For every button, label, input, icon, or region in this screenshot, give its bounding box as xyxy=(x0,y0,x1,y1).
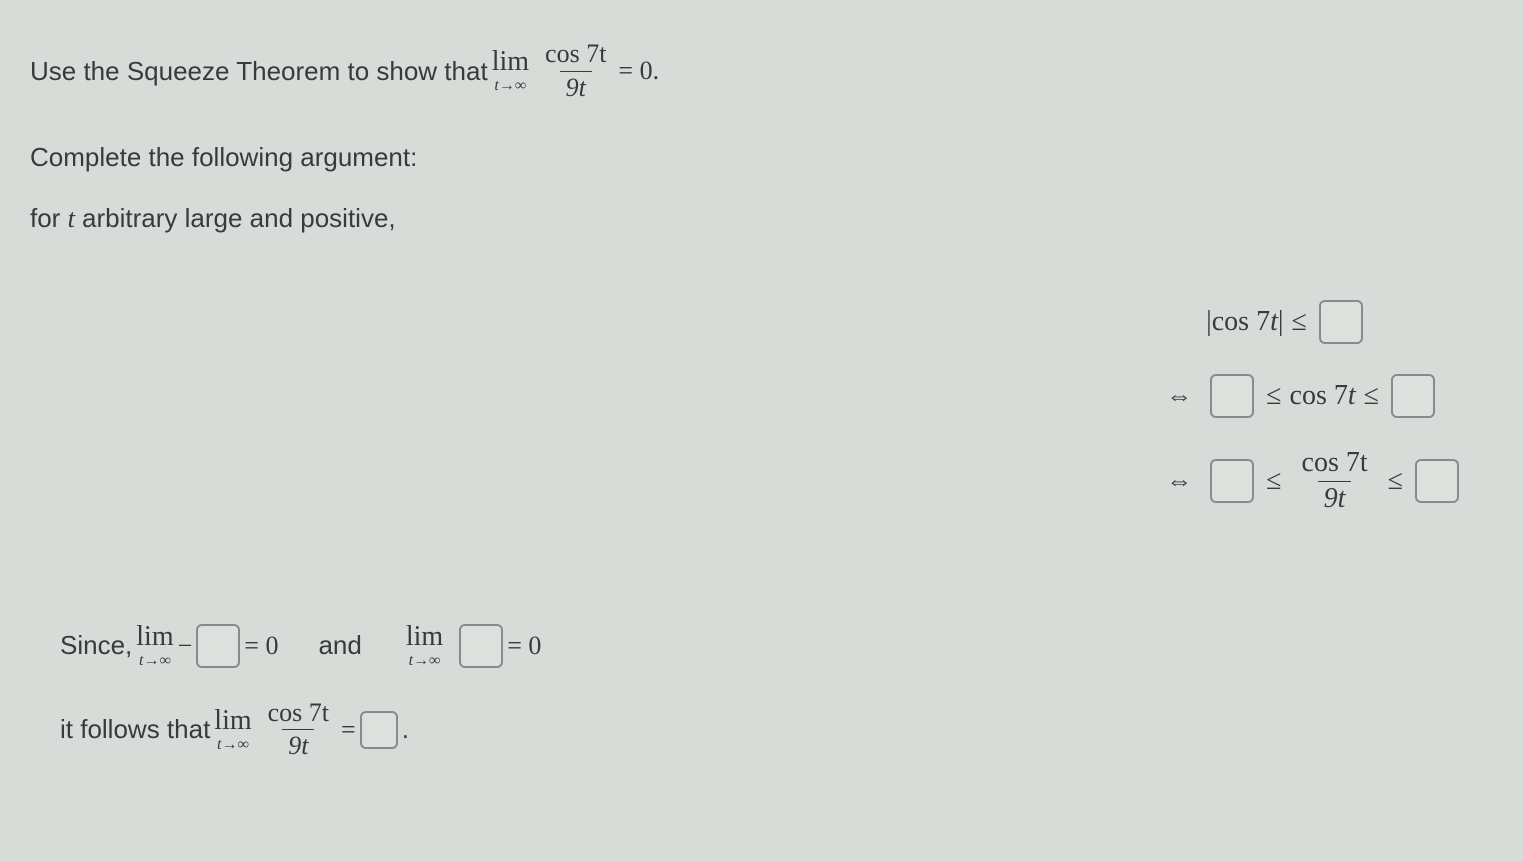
conclusion-block: Since, lim t→∞ − = 0 and lim t→∞ = 0 it … xyxy=(60,623,541,791)
fraction-numerator: cos 7t xyxy=(539,40,612,71)
eq-zero: = 0 xyxy=(507,631,541,661)
input-abs-bound[interactable] xyxy=(1319,300,1363,344)
input-lower-bound-2[interactable] xyxy=(1210,459,1254,503)
fraction-numerator: cos 7t xyxy=(262,699,335,730)
equals-sign: = xyxy=(341,715,356,745)
limit-notation: lim t→∞ xyxy=(136,623,173,669)
complete-argument-text: Complete the following argument: xyxy=(30,142,1493,173)
follows-line: it follows that lim t→∞ cos 7t 9t = . xyxy=(60,699,541,761)
inequality-line-3: ⇔ ≤ cos 7t 9t ≤ xyxy=(1164,448,1463,515)
intro-text: Use the Squeeze Theorem to show that xyxy=(30,56,488,87)
limit-label: lim xyxy=(136,623,173,651)
problem-statement: Use the Squeeze Theorem to show that lim… xyxy=(30,40,1493,102)
abs-close: | xyxy=(1278,306,1284,338)
inequality-line-1: |cos 7t | ≤ xyxy=(1164,300,1463,344)
leq-symbol: ≤ xyxy=(1388,465,1403,497)
limit-notation: lim t→∞ xyxy=(406,623,443,669)
fraction-cos-9t: cos 7t 9t xyxy=(1296,448,1374,515)
problem-page: Use the Squeeze Theorem to show that lim… xyxy=(0,0,1523,861)
minus-sign: − xyxy=(178,631,193,661)
main-fraction: cos 7t 9t xyxy=(539,40,612,102)
squeeze-inequalities: |cos 7t | ≤ ⇔ ≤ cos 7t ≤ ⇔ ≤ cos 7t 9t ≤ xyxy=(1164,300,1463,545)
leq-symbol: ≤ xyxy=(1364,380,1379,412)
fraction-denominator: 9t xyxy=(282,729,314,761)
limit-label: lim xyxy=(492,48,529,76)
inequality-line-2: ⇔ ≤ cos 7t ≤ xyxy=(1164,374,1463,418)
fraction-numerator: cos 7t xyxy=(1296,448,1374,481)
iff-arrow: ⇔ xyxy=(1164,381,1194,411)
limit-notation: lim t→∞ xyxy=(492,48,529,94)
limit-label: lim xyxy=(214,707,251,735)
iff-arrow: ⇔ xyxy=(1164,466,1194,496)
limit-subscript: t→∞ xyxy=(409,653,441,669)
cos-expr: cos 7 xyxy=(1290,380,1348,412)
input-lower-bound-1[interactable] xyxy=(1210,374,1254,418)
limit-subscript: t→∞ xyxy=(139,653,171,669)
input-limit-upper[interactable] xyxy=(459,624,503,668)
t-var: t xyxy=(1348,380,1356,412)
limit-notation: lim t→∞ xyxy=(214,707,251,753)
fraction-denominator: 9t xyxy=(1318,481,1352,515)
period: . xyxy=(402,714,409,745)
follows-label: it follows that xyxy=(60,714,210,745)
input-upper-bound-2[interactable] xyxy=(1415,459,1459,503)
t-var: t xyxy=(1270,306,1278,338)
since-line: Since, lim t→∞ − = 0 and lim t→∞ = 0 xyxy=(60,623,541,669)
leq-symbol: ≤ xyxy=(1291,306,1306,338)
leq-symbol: ≤ xyxy=(1266,380,1281,412)
limit-label: lim xyxy=(406,623,443,651)
and-label: and xyxy=(318,630,361,661)
since-label: Since, xyxy=(60,630,132,661)
leq-symbol: ≤ xyxy=(1266,465,1281,497)
fraction-denominator: 9t xyxy=(560,71,592,103)
limit-subscript: t→∞ xyxy=(217,737,249,753)
fraction-cos-9t: cos 7t 9t xyxy=(262,699,335,761)
limit-subscript: t→∞ xyxy=(494,78,526,94)
for-t-text: for t arbitrary large and positive, xyxy=(30,203,1493,234)
input-final-answer[interactable] xyxy=(360,711,398,749)
input-upper-bound-1[interactable] xyxy=(1391,374,1435,418)
input-limit-lower[interactable] xyxy=(196,624,240,668)
equals-zero: = 0. xyxy=(618,56,659,86)
cos-expr: cos 7 xyxy=(1212,306,1270,338)
eq-zero: = 0 xyxy=(244,631,278,661)
